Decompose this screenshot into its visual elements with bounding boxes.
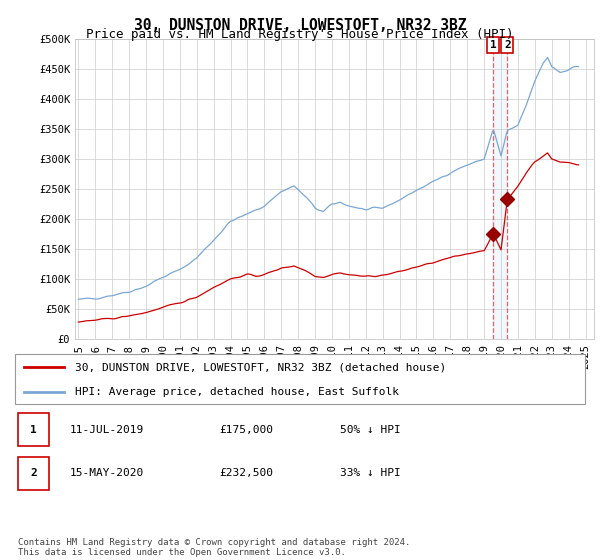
- Text: 30, DUNSTON DRIVE, LOWESTOFT, NR32 3BZ (detached house): 30, DUNSTON DRIVE, LOWESTOFT, NR32 3BZ (…: [76, 362, 446, 372]
- Text: 30, DUNSTON DRIVE, LOWESTOFT, NR32 3BZ: 30, DUNSTON DRIVE, LOWESTOFT, NR32 3BZ: [134, 18, 466, 33]
- Text: 1: 1: [490, 40, 497, 50]
- FancyBboxPatch shape: [15, 354, 585, 404]
- Text: £175,000: £175,000: [220, 424, 274, 435]
- Text: 15-MAY-2020: 15-MAY-2020: [70, 468, 144, 478]
- Text: 33% ↓ HPI: 33% ↓ HPI: [340, 468, 401, 478]
- Text: 1: 1: [30, 424, 37, 435]
- Text: £232,500: £232,500: [220, 468, 274, 478]
- FancyBboxPatch shape: [18, 413, 49, 446]
- FancyBboxPatch shape: [18, 456, 49, 489]
- Text: 2: 2: [30, 468, 37, 478]
- Text: Contains HM Land Registry data © Crown copyright and database right 2024.
This d: Contains HM Land Registry data © Crown c…: [18, 538, 410, 557]
- Text: 11-JUL-2019: 11-JUL-2019: [70, 424, 144, 435]
- Text: 50% ↓ HPI: 50% ↓ HPI: [340, 424, 401, 435]
- Text: 2: 2: [504, 40, 511, 50]
- Text: Price paid vs. HM Land Registry's House Price Index (HPI): Price paid vs. HM Land Registry's House …: [86, 28, 514, 41]
- Bar: [493, 39, 507, 339]
- Text: HPI: Average price, detached house, East Suffolk: HPI: Average price, detached house, East…: [76, 386, 400, 396]
